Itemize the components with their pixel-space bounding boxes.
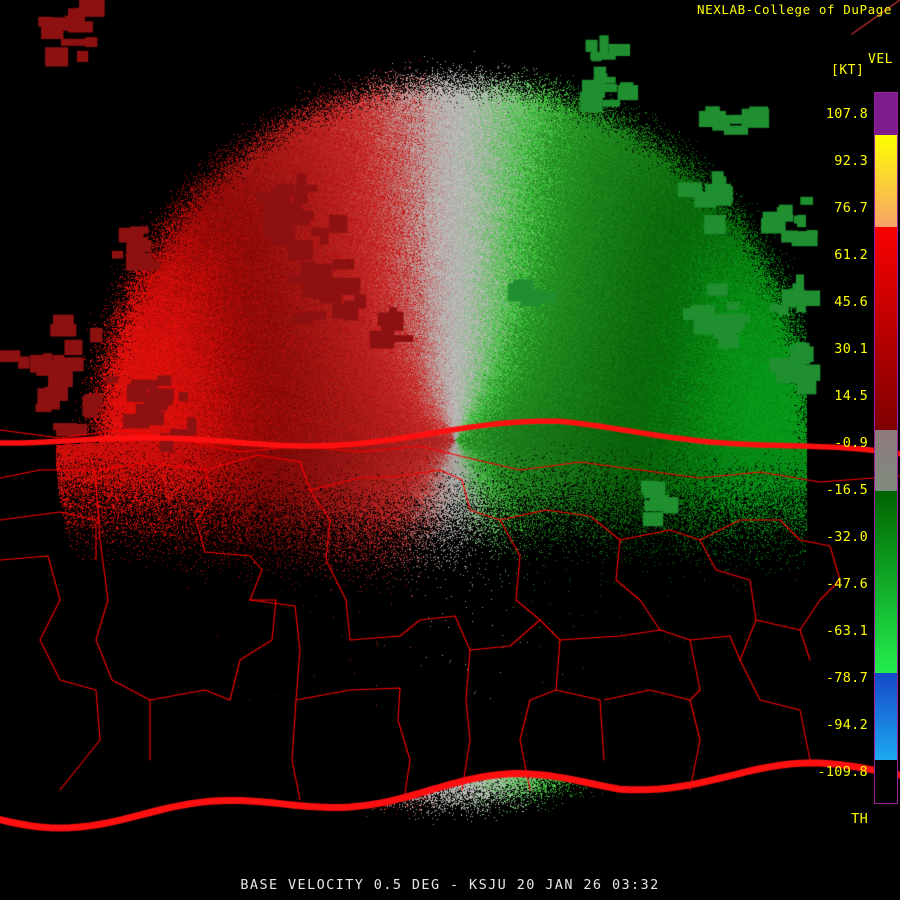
- colorbar-title-label: VEL: [868, 52, 893, 67]
- colorbar-segment-blue-strong-inbound: [875, 672, 897, 761]
- colorbar-tick-456: 45.6: [834, 294, 868, 310]
- colorbar-tick-767: 76.7: [834, 200, 868, 216]
- colorbar-tick-923: 92.3: [834, 153, 868, 169]
- colorbar-tick--476: -47.6: [825, 576, 868, 592]
- colorbar-tick--631: -63.1: [825, 623, 868, 639]
- colorbar-tick-301: 30.1: [834, 341, 868, 357]
- colorbar-gradient-strip[interactable]: [874, 92, 898, 804]
- provider-credit-label: NEXLAB-College of DuPage: [696, 2, 892, 17]
- colorbar-segment-purple-extreme-outbound: [875, 93, 897, 135]
- status-bar: BASE VELOCITY 0.5 DEG - KSJU 20 JAN 26 0…: [0, 872, 900, 900]
- colorbar-tick--165: -16.5: [825, 482, 868, 498]
- product-status-label: BASE VELOCITY 0.5 DEG - KSJU 20 JAN 26 0…: [240, 877, 660, 893]
- colorbar-tick-1078: 107.8: [825, 106, 868, 122]
- colorbar-segment-red-strong-outbound: [875, 227, 897, 430]
- colorbar-segment-yellow-to-orange-outbound: [875, 134, 897, 228]
- colorbar-tick--09: -0.9: [834, 435, 868, 451]
- colorbar-tick-145: 14.5: [834, 388, 868, 404]
- colorbar-tick--787: -78.7: [825, 670, 868, 686]
- colorbar-units-label: [KT]: [831, 63, 865, 78]
- colorbar-tick--320: -32.0: [825, 529, 868, 545]
- colorbar-tick-TH: TH: [851, 811, 868, 827]
- colorbar-tick--942: -94.2: [825, 717, 868, 733]
- colorbar-tick--1098: -109.8: [817, 764, 868, 780]
- colorbar-segment-gray-near-zero: [875, 429, 897, 492]
- colorbar-segment-black-threshold: [875, 760, 897, 802]
- colorbar-tick-612: 61.2: [834, 247, 868, 263]
- colorbar-segment-green-inbound: [875, 491, 897, 673]
- velocity-colorbar-panel: VEL [KT] 107.8 92.3 76.7 61.2 45.6 30.1 14.5 -0…: [806, 44, 900, 827]
